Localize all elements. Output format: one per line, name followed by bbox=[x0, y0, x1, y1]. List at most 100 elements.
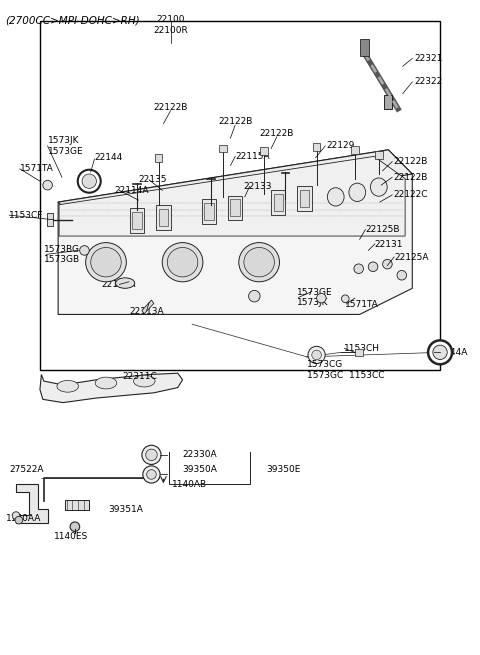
Ellipse shape bbox=[239, 242, 279, 282]
Text: 1140AB: 1140AB bbox=[171, 480, 207, 489]
Circle shape bbox=[143, 466, 160, 483]
Ellipse shape bbox=[162, 242, 203, 282]
Text: 1153CH: 1153CH bbox=[344, 344, 380, 353]
Circle shape bbox=[354, 264, 363, 274]
Ellipse shape bbox=[116, 278, 135, 288]
Ellipse shape bbox=[95, 377, 117, 389]
Circle shape bbox=[368, 262, 378, 272]
Bar bbox=[313, 143, 321, 151]
Bar bbox=[65, 500, 89, 510]
Text: 22135: 22135 bbox=[138, 176, 167, 185]
Text: 22122B: 22122B bbox=[218, 117, 252, 126]
Text: 22133: 22133 bbox=[244, 182, 272, 191]
Polygon shape bbox=[58, 150, 412, 314]
Bar bbox=[274, 195, 283, 212]
Text: 22122B: 22122B bbox=[154, 103, 188, 112]
Bar bbox=[351, 146, 359, 154]
Text: 1140AA: 1140AA bbox=[6, 514, 42, 523]
Circle shape bbox=[433, 345, 447, 360]
Bar bbox=[40, 20, 440, 370]
Circle shape bbox=[80, 246, 89, 255]
Text: 22122B: 22122B bbox=[393, 173, 428, 182]
Circle shape bbox=[70, 522, 80, 531]
Text: 39350E: 39350E bbox=[266, 465, 300, 474]
Text: 1571TA: 1571TA bbox=[20, 164, 54, 174]
Bar bbox=[384, 95, 392, 109]
Text: 22131: 22131 bbox=[374, 240, 403, 249]
Circle shape bbox=[312, 350, 322, 360]
Bar bbox=[202, 200, 216, 224]
Text: 22129: 22129 bbox=[326, 141, 355, 151]
Circle shape bbox=[142, 445, 161, 464]
Bar bbox=[360, 39, 369, 56]
Text: 22122B: 22122B bbox=[393, 157, 428, 166]
Bar bbox=[47, 214, 53, 226]
Text: 1571TA: 1571TA bbox=[345, 300, 379, 309]
Bar bbox=[260, 147, 268, 155]
Text: 22115A: 22115A bbox=[235, 152, 270, 161]
Bar bbox=[130, 208, 144, 233]
Ellipse shape bbox=[349, 183, 366, 202]
Bar bbox=[300, 191, 310, 208]
Circle shape bbox=[397, 271, 407, 280]
Circle shape bbox=[308, 346, 325, 364]
Bar bbox=[298, 187, 312, 212]
Bar bbox=[132, 212, 142, 229]
Text: 22112A: 22112A bbox=[101, 280, 136, 289]
Text: 39350A: 39350A bbox=[182, 465, 217, 474]
Circle shape bbox=[383, 259, 392, 269]
Circle shape bbox=[146, 449, 157, 460]
Text: 22122B: 22122B bbox=[260, 129, 294, 138]
Text: 22321: 22321 bbox=[415, 54, 443, 63]
Text: 27522A: 27522A bbox=[10, 465, 44, 474]
Circle shape bbox=[147, 470, 156, 479]
Text: 22125B: 22125B bbox=[365, 225, 400, 234]
Circle shape bbox=[341, 295, 349, 303]
Bar bbox=[158, 209, 168, 225]
Polygon shape bbox=[16, 484, 48, 523]
Ellipse shape bbox=[327, 188, 344, 206]
Text: 1573JK
1573GE: 1573JK 1573GE bbox=[48, 136, 83, 156]
Text: 1153CF: 1153CF bbox=[9, 211, 44, 219]
Bar bbox=[355, 349, 363, 356]
Circle shape bbox=[15, 516, 23, 524]
Circle shape bbox=[43, 180, 52, 190]
Ellipse shape bbox=[133, 375, 155, 387]
Text: 22100
22100R: 22100 22100R bbox=[153, 15, 188, 35]
Bar bbox=[375, 151, 383, 159]
Text: 22114A: 22114A bbox=[114, 186, 149, 195]
Bar bbox=[228, 196, 242, 220]
Circle shape bbox=[317, 293, 326, 303]
Polygon shape bbox=[59, 157, 405, 236]
Text: 22113A: 22113A bbox=[129, 307, 164, 316]
Bar bbox=[271, 191, 286, 215]
Text: 1573CG
1573GC  1153CC: 1573CG 1573GC 1153CC bbox=[307, 360, 384, 380]
Text: 22330A: 22330A bbox=[182, 451, 217, 459]
Text: 22144: 22144 bbox=[95, 153, 123, 162]
Bar bbox=[230, 200, 240, 216]
Ellipse shape bbox=[91, 248, 121, 277]
Bar bbox=[219, 145, 227, 153]
Polygon shape bbox=[58, 150, 412, 226]
Bar bbox=[156, 205, 170, 229]
Text: 1573BG
1573GB: 1573BG 1573GB bbox=[44, 245, 80, 264]
Circle shape bbox=[82, 174, 96, 189]
Text: (2700CC>MPI-DOHC>RH): (2700CC>MPI-DOHC>RH) bbox=[5, 15, 140, 26]
Text: 1573GE
1573JK: 1573GE 1573JK bbox=[298, 288, 333, 307]
Text: 39351A: 39351A bbox=[108, 504, 143, 514]
Bar bbox=[155, 154, 162, 162]
Circle shape bbox=[78, 170, 101, 193]
Text: 22144A: 22144A bbox=[434, 348, 468, 357]
Ellipse shape bbox=[371, 178, 387, 196]
Ellipse shape bbox=[244, 248, 275, 277]
Text: 22125A: 22125A bbox=[394, 253, 429, 262]
Ellipse shape bbox=[85, 242, 126, 282]
Text: 22322: 22322 bbox=[415, 77, 443, 86]
Ellipse shape bbox=[168, 248, 198, 277]
Circle shape bbox=[249, 290, 260, 302]
Text: 1140ES: 1140ES bbox=[54, 532, 89, 541]
Polygon shape bbox=[40, 373, 182, 403]
Circle shape bbox=[12, 512, 20, 519]
Circle shape bbox=[428, 341, 452, 364]
Polygon shape bbox=[142, 300, 154, 314]
